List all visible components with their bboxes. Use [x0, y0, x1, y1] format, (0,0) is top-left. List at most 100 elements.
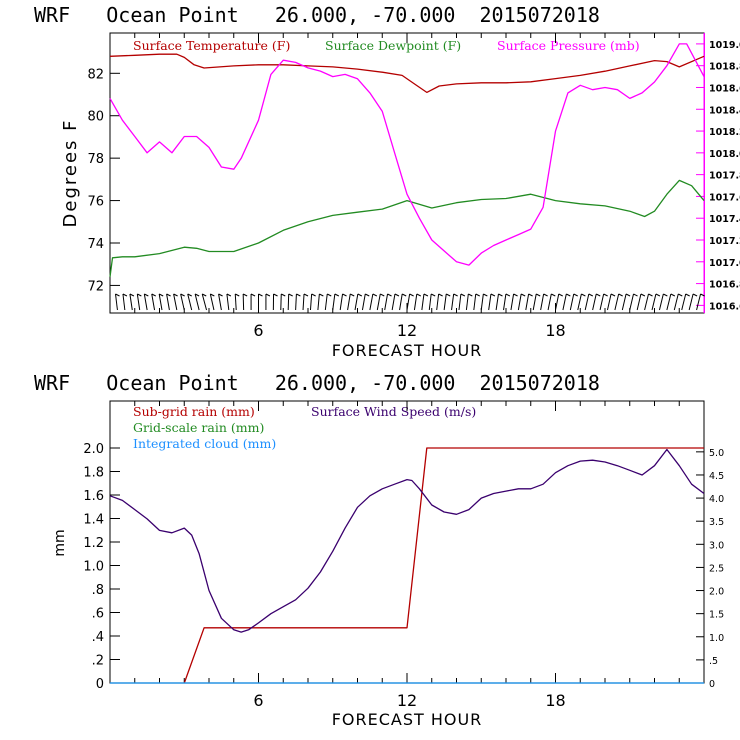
- wind-barb: [302, 293, 309, 311]
- wind-barb: [592, 293, 601, 311]
- wind-barb: [465, 293, 473, 311]
- precipitation-wind-panel: WRF Ocean Point 26.000, -70.000 20150720…: [34, 371, 724, 729]
- y2-tick-label-1016-6: 1016.6: [709, 301, 740, 312]
- wind-barb: [272, 293, 278, 311]
- wind-barb: [606, 293, 616, 311]
- wind-barb: [399, 293, 407, 311]
- wind-barb: [180, 293, 185, 311]
- top-series-lines: [109, 43, 705, 277]
- legend-surface-temperature: Surface Temperature (F): [133, 38, 290, 53]
- wind-barb: [218, 293, 223, 311]
- y2-tick-label-0: 0: [709, 679, 715, 690]
- temperature-pressure-panel: WRF Ocean Point 26.000, -70.000 20150720…: [34, 3, 740, 360]
- wind-barb: [317, 293, 324, 311]
- wind-barb: [503, 293, 511, 311]
- y2-tick-label-1018-0: 1018.0: [709, 149, 740, 160]
- y2-tick-label-4-5: 4.5: [709, 471, 724, 482]
- top-right-axis-line: [703, 33, 705, 313]
- y2-tick-label-4-0: 4.0: [709, 494, 724, 505]
- wind-barb: [510, 293, 518, 311]
- top-y-tick-labels: 72 74 76 78 80 82: [87, 67, 104, 294]
- wind-barb: [614, 293, 623, 311]
- wind-barb: [562, 293, 571, 311]
- top-plot-frame: [109, 32, 705, 314]
- x-tick-label-18: 18: [545, 691, 565, 710]
- y2-tick-label-1019-0: 1019.0: [709, 40, 740, 51]
- wind-barb: [201, 293, 208, 311]
- series-surface-temperature-f: [109, 53, 705, 94]
- wind-barb: [421, 293, 429, 311]
- y-tick-label-80: 80: [87, 110, 104, 125]
- wind-barb: [129, 293, 135, 311]
- bottom-y-tick-labels: 0 .2 .4 .6 .8 1.0 1.2 1.4 1.6 1.8 2.0: [83, 442, 104, 692]
- wind-barb: [295, 293, 301, 311]
- y-tick-label-1-0: 1.0: [83, 560, 104, 575]
- wind-barb: [332, 293, 340, 311]
- top-axis-ticks: [110, 33, 704, 313]
- wind-barb: [234, 293, 240, 311]
- wind-barb: [658, 293, 668, 311]
- wind-barb: [621, 293, 631, 311]
- top-y-axis-label: Degrees F: [60, 119, 81, 228]
- wind-barb: [428, 293, 436, 311]
- wind-barb: [488, 293, 496, 311]
- wind-barb: [324, 293, 332, 311]
- wind-barb: [540, 293, 548, 311]
- top-x-axis-label: FORECAST HOUR: [332, 341, 483, 360]
- wind-barb: [495, 293, 503, 311]
- y2-tick-label-2-0: 2.0: [709, 587, 724, 598]
- wind-barb: [599, 293, 608, 311]
- top-x-tick-labels: 6 12 18: [253, 321, 565, 340]
- y2-tick-label-1017-0: 1017.0: [709, 258, 740, 269]
- y2-tick-label-1017-8: 1017.8: [709, 171, 740, 182]
- wind-barb: [187, 293, 193, 311]
- bottom-y2-tick-labels: 0 .5 1.0 1.5 2.0 2.5 3.0 3.5 4.0 4.5 5.0: [709, 448, 724, 690]
- legend-surface-dewpoint: Surface Dewpoint (F): [325, 38, 461, 53]
- wind-barb: [651, 293, 661, 311]
- wind-barb: [451, 293, 458, 311]
- wind-barb: [143, 293, 149, 311]
- wind-barb: [547, 293, 556, 311]
- wind-barb: [584, 293, 594, 311]
- y2-tick-label-1018-8: 1018.8: [709, 62, 740, 73]
- wind-barb: [194, 293, 200, 311]
- legend-integrated-cloud: Integrated cloud (mm): [133, 436, 276, 451]
- y-tick-label-76: 76: [87, 195, 104, 210]
- wind-barb: [577, 293, 586, 311]
- wind-barb: [443, 293, 451, 311]
- wind-barb: [688, 293, 698, 311]
- wind-barb: [242, 293, 248, 311]
- wind-barb: [696, 293, 705, 311]
- wind-barb: [265, 293, 271, 310]
- x-tick-label-6: 6: [253, 321, 263, 340]
- wind-barb: [287, 293, 293, 311]
- wind-barb: [406, 293, 414, 311]
- y2-tick-label-3-5: 3.5: [709, 517, 724, 528]
- top-y2-tick-labels: 1016.6 1016.8 1017.0 1017.2 1017.4 1017.6 1017…: [709, 40, 740, 312]
- x-tick-label-12: 12: [397, 321, 417, 340]
- y2-tick-label-1017-2: 1017.2: [709, 236, 740, 247]
- y2-tick-label-5: .5: [709, 656, 718, 667]
- wind-barb: [517, 293, 526, 311]
- legend-gridscale-rain: Grid-scale rain (mm): [133, 420, 264, 435]
- y2-tick-label-1-5: 1.5: [709, 610, 724, 621]
- wind-barb: [413, 293, 422, 311]
- wind-barb: [384, 293, 392, 311]
- y2-tick-label-1017-4: 1017.4: [709, 214, 740, 225]
- wind-barb: [569, 293, 578, 311]
- wind-barb: [309, 293, 316, 311]
- bottom-axis-ticks: [110, 401, 704, 684]
- wind-barb: [629, 293, 638, 311]
- wind-barb: [136, 293, 142, 311]
- wind-barb: [158, 293, 164, 311]
- x-tick-label-12: 12: [397, 691, 417, 710]
- wind-barb: [347, 293, 355, 311]
- y-tick-label-78: 78: [87, 152, 104, 167]
- y2-tick-label-5-0: 5.0: [709, 448, 724, 459]
- wind-barb: [209, 293, 215, 311]
- wind-barb: [436, 293, 443, 311]
- wind-barb: [166, 293, 171, 311]
- wind-barb: [636, 293, 646, 311]
- wind-barb: [369, 293, 378, 311]
